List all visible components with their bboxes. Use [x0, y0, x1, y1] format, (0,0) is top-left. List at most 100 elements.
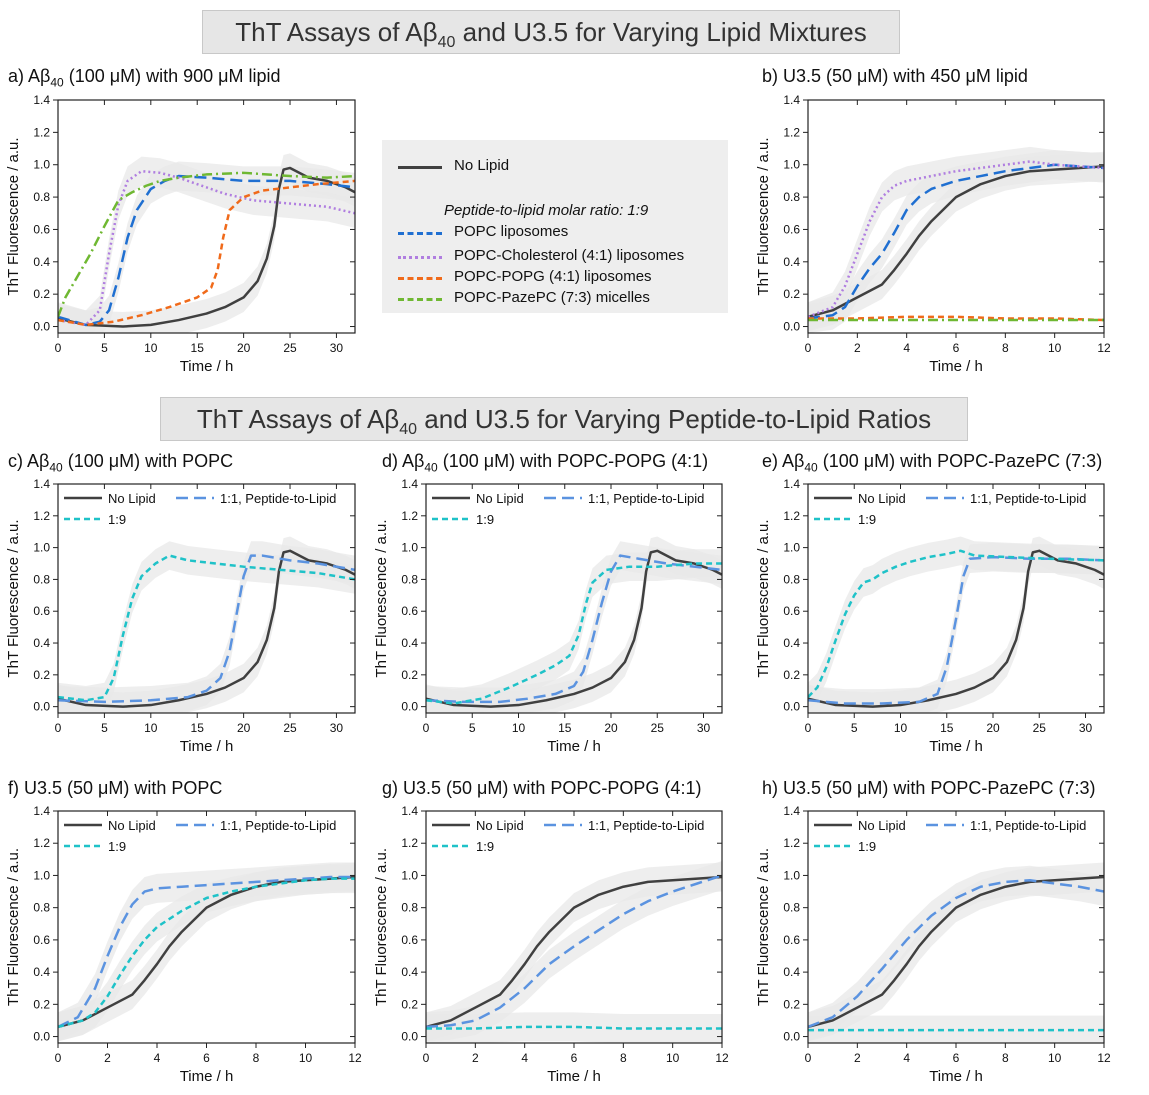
- x-tick-label: 12: [1097, 1051, 1111, 1065]
- plot-frame: [425, 483, 723, 714]
- y-tick-label: 0.8: [33, 901, 50, 915]
- x-axis-label: Time / h: [180, 1068, 234, 1085]
- y-axis-label: ThT Fluorescence / a.u.: [5, 848, 22, 1006]
- x-tick-label: 25: [283, 721, 297, 735]
- y-tick-label: 0.6: [783, 222, 800, 236]
- series-line-ratio_1_1: [426, 554, 722, 704]
- x-tick-label: 8: [253, 1051, 260, 1065]
- series-line-ratio_1_1: [426, 874, 722, 1029]
- y-tick-label: 0.2: [401, 668, 418, 682]
- error-band: [426, 1012, 722, 1043]
- x-tick-label: 8: [1002, 341, 1009, 355]
- legend-label-no_lipid: No Lipid: [858, 491, 906, 506]
- x-tick-label: 10: [299, 1051, 313, 1065]
- error-band: [808, 542, 1104, 713]
- error-band: [58, 864, 355, 1042]
- panel-label-h: h) U3.5 (50 μM) with POPC-PazePC (7:3): [762, 778, 1096, 798]
- x-tick-label: 30: [697, 721, 711, 735]
- series-line-ratio_1_1: [58, 875, 355, 1029]
- x-tick-label: 20: [604, 721, 618, 735]
- legend-label-ratio_1_9: 1:9: [858, 839, 876, 854]
- error-band: [808, 862, 1104, 1042]
- x-tick-label: 10: [512, 721, 526, 735]
- legend-label-no_lipid: No Lipid: [108, 491, 156, 506]
- chart-panel-d: 0 5 10 15 20 25 30 0.0 0.2 0.4 0.6 0.8 1.0 1.2 1.4 Time…: [373, 477, 723, 755]
- series-line-no_lipid: [58, 549, 355, 708]
- x-tick-label: 20: [237, 721, 251, 735]
- x-tick-label: 20: [986, 721, 1000, 735]
- series-line-no_lipid: [808, 875, 1104, 1029]
- y-tick-label: 0.2: [783, 997, 800, 1011]
- x-tick-label: 10: [894, 721, 908, 735]
- y-tick-label: 1.4: [33, 804, 50, 818]
- lipid-mixture-legend: No Lipid Peptide-to-lipid molar ratio: 1…: [382, 140, 728, 313]
- series-line-ratio_1_1: [808, 879, 1104, 1029]
- panel-label-d: d) Aβ40 (100 μM) with POPC-POPG (4:1): [382, 451, 709, 475]
- x-tick-label: 8: [620, 1051, 627, 1065]
- x-axis-label: Time / h: [929, 738, 983, 755]
- y-tick-label: 0.6: [783, 933, 800, 947]
- series-line-no_lipid: [426, 875, 722, 1029]
- y-tick-label: 1.2: [33, 836, 50, 850]
- panel-label-e: e) Aβ40 (100 μM) with POPC-PazePC (7:3): [762, 451, 1103, 475]
- y-tick-label: 1.0: [401, 541, 418, 555]
- y-tick-label: 0.6: [401, 933, 418, 947]
- x-axis-label: Time / h: [929, 1068, 983, 1085]
- x-tick-label: 0: [805, 341, 812, 355]
- x-tick-label: 5: [101, 721, 108, 735]
- y-tick-label: 0.0: [33, 320, 50, 334]
- y-tick-label: 1.2: [783, 125, 800, 139]
- y-tick-label: 1.2: [401, 836, 418, 850]
- x-tick-label: 4: [154, 1051, 161, 1065]
- y-tick-label: 1.4: [783, 93, 800, 107]
- y-tick-label: 0.6: [33, 933, 50, 947]
- legend-label-ratio_1_1: 1:1, Peptide-to-Lipid: [588, 818, 704, 833]
- series-line-no_lipid: [426, 549, 722, 708]
- series-line-cholesterol: [58, 169, 355, 327]
- legend-label-ratio_1_9: 1:9: [108, 839, 126, 854]
- x-tick-label: 15: [940, 721, 954, 735]
- x-axis-label: Time / h: [180, 738, 234, 755]
- y-tick-label: 0.4: [33, 965, 50, 979]
- x-tick-label: 4: [521, 1051, 528, 1065]
- x-tick-label: 6: [203, 1051, 210, 1065]
- y-tick-label: 1.2: [33, 509, 50, 523]
- y-tick-label: 0.4: [783, 636, 800, 650]
- y-tick-label: 1.4: [783, 477, 800, 491]
- y-tick-label: 0.4: [33, 636, 50, 650]
- y-tick-label: 0.8: [783, 572, 800, 586]
- x-tick-label: 0: [805, 1051, 812, 1065]
- chart-panel-b: 0 2 4 6 8 10 12 0.0 0.2 0.4 0.6 0.8 1.0 1.2 1.4 Time / …: [755, 93, 1111, 375]
- panel-label-a: a) Aβ40 (100 μM) with 900 μM lipid: [8, 66, 281, 90]
- section-title-lipid-mixtures: ThT Assays of Aβ40 and U3.5 for Varying …: [202, 10, 900, 54]
- y-tick-label: 1.2: [401, 509, 418, 523]
- y-tick-label: 1.0: [33, 158, 50, 172]
- x-axis-label: Time / h: [929, 358, 983, 375]
- x-tick-label: 2: [854, 1051, 861, 1065]
- y-axis-label: ThT Fluorescence / a.u.: [5, 137, 22, 295]
- error-band: [808, 536, 1104, 712]
- y-axis-label: ThT Fluorescence / a.u.: [373, 519, 390, 677]
- y-tick-label: 0.6: [783, 604, 800, 618]
- legend-label-no_lipid: No Lipid: [108, 818, 156, 833]
- series-line-no_lipid: [808, 549, 1104, 708]
- series-line-popg: [58, 179, 355, 327]
- x-tick-label: 25: [651, 721, 665, 735]
- y-tick-label: 0.0: [401, 700, 418, 714]
- panel-label-b: b) U3.5 (50 μM) with 450 μM lipid: [762, 66, 1028, 86]
- y-tick-label: 0.4: [783, 255, 800, 269]
- series-line-ratio_1_9: [808, 549, 1104, 698]
- x-tick-label: 4: [903, 341, 910, 355]
- error-band: [426, 549, 722, 713]
- chart-panel-f: 0 2 4 6 8 10 12 0.0 0.2 0.4 0.6 0.8 1.0 1.2 1.4 Time / …: [5, 804, 362, 1085]
- y-tick-label: 0.4: [401, 636, 418, 650]
- x-tick-label: 6: [571, 1051, 578, 1065]
- y-tick-label: 0.0: [783, 1030, 800, 1044]
- y-tick-label: 1.4: [401, 804, 418, 818]
- plot-frame: [57, 99, 356, 334]
- x-tick-label: 30: [1079, 721, 1093, 735]
- x-tick-label: 15: [558, 721, 572, 735]
- x-tick-label: 0: [55, 1051, 62, 1065]
- x-axis-label: Time / h: [180, 358, 234, 375]
